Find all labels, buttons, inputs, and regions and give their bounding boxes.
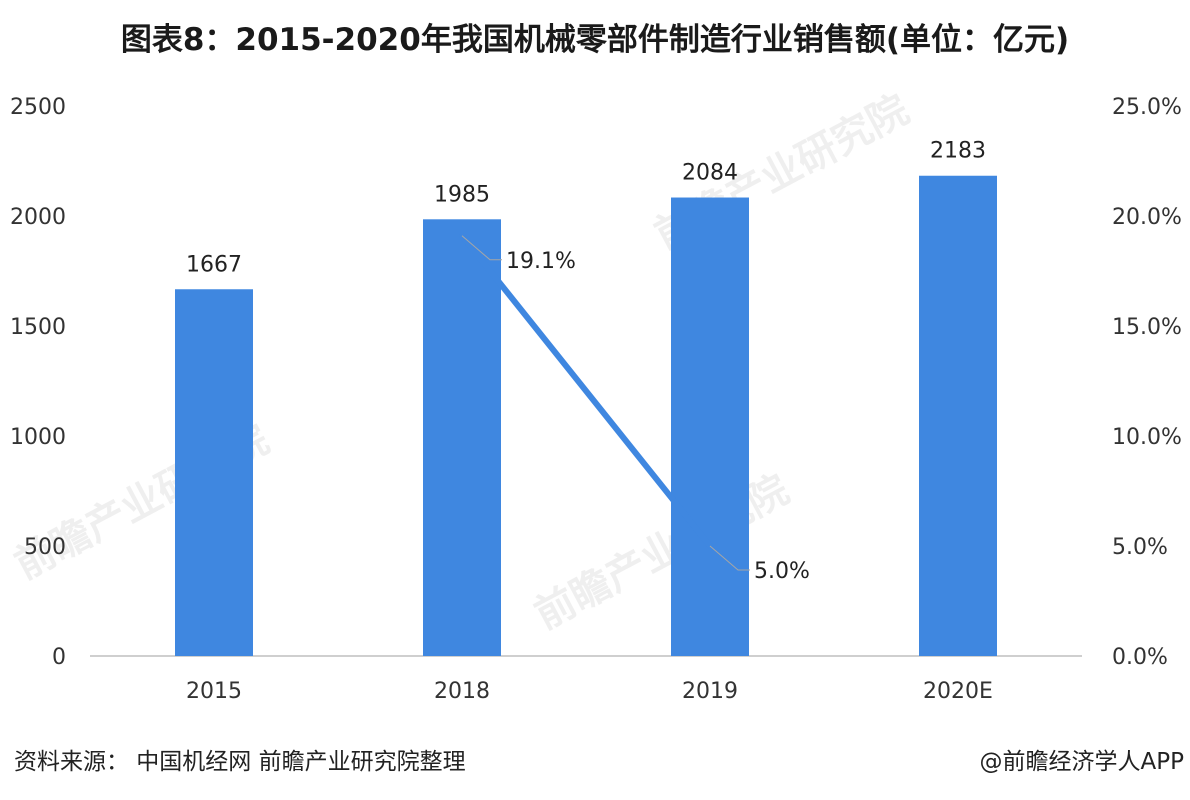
y-right-tick-label: 25.0% <box>1112 95 1182 120</box>
source-note: 资料来源： 中国机经网 前瞻产业研究院整理 <box>14 749 466 775</box>
y-right-tick-label: 10.0% <box>1112 425 1182 450</box>
x-tick-label: 2015 <box>186 679 242 704</box>
y-right-tick-label: 5.0% <box>1112 535 1168 560</box>
y-right-tick-label: 0.0% <box>1112 645 1168 670</box>
y-right-tick-label: 15.0% <box>1112 315 1182 340</box>
bar-value-label: 2183 <box>930 139 986 164</box>
chart-title: 图表8：2015-2020年我国机械零部件制造行业销售额(单位：亿元) <box>120 22 1070 58</box>
line-label-leader <box>709 545 750 571</box>
bar <box>919 175 997 657</box>
x-tick-label: 2020E <box>923 679 993 704</box>
credit-note: @前瞻经济学人APP <box>979 749 1184 775</box>
y-left-tick-label: 0 <box>52 645 66 670</box>
line-series <box>459 232 713 549</box>
bar <box>175 289 253 656</box>
y-left-tick-label: 1500 <box>10 315 66 340</box>
y-left-tick-label: 2000 <box>10 205 66 230</box>
bar-value-label: 1985 <box>434 182 490 207</box>
y-left-tick-label: 2500 <box>10 95 66 120</box>
bar <box>671 197 749 656</box>
x-tick-label: 2019 <box>682 679 738 704</box>
line-value-label: 19.1% <box>506 249 576 274</box>
line-value-label: 5.0% <box>754 559 810 584</box>
x-tick-label: 2018 <box>434 679 490 704</box>
y-right-tick-label: 20.0% <box>1112 205 1182 230</box>
bar-value-label: 1667 <box>186 252 242 277</box>
y-left-tick-label: 500 <box>24 535 66 560</box>
line-label-leader <box>461 235 502 261</box>
bar-value-label: 2084 <box>682 161 738 186</box>
bar <box>423 219 501 657</box>
y-left-tick-label: 1000 <box>10 425 66 450</box>
